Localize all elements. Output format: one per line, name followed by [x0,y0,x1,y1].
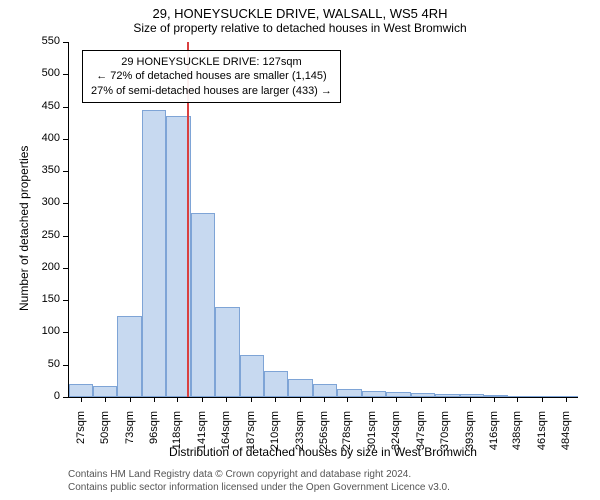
annotation-line2: ← 72% of detached houses are smaller (1,… [91,69,332,83]
x-tick [566,397,567,402]
x-tick [251,397,252,402]
y-tick [63,107,68,108]
y-tick-label: 150 [30,293,60,305]
x-tick [542,397,543,402]
y-tick-label: 250 [30,229,60,241]
attribution-line1: Contains HM Land Registry data © Crown c… [68,468,450,481]
y-tick [63,203,68,204]
x-tick [81,397,82,402]
histogram-bar [264,371,288,397]
x-tick [517,397,518,402]
y-tick [63,42,68,43]
y-tick [63,397,68,398]
y-tick-label: 50 [30,358,60,370]
y-tick [63,332,68,333]
histogram-bar [191,213,215,397]
x-axis-line [68,397,578,398]
histogram-bar [117,316,141,397]
y-tick-label: 550 [30,35,60,47]
x-tick [177,397,178,402]
attribution: Contains HM Land Registry data © Crown c… [68,468,450,494]
histogram-bar [288,379,312,397]
histogram-bar [337,389,361,397]
y-tick-label: 0 [30,390,60,402]
annotation-line3: 27% of semi-detached houses are larger (… [91,84,332,98]
histogram-bar [69,384,93,397]
histogram-bar [215,307,239,397]
chart-container: 29, HONEYSUCKLE DRIVE, WALSALL, WS5 4RH … [0,0,600,500]
y-tick-label: 400 [30,132,60,144]
y-axis-line [68,42,69,397]
annotation-box: 29 HONEYSUCKLE DRIVE: 127sqm ← 72% of de… [82,50,341,103]
y-axis-label: Number of detached properties [17,131,31,311]
annotation-line1: 29 HONEYSUCKLE DRIVE: 127sqm [91,55,332,69]
x-tick [324,397,325,402]
y-tick [63,300,68,301]
y-tick [63,139,68,140]
x-tick [470,397,471,402]
x-tick [226,397,227,402]
y-tick-label: 200 [30,261,60,273]
x-tick [105,397,106,402]
y-tick [63,268,68,269]
x-tick [494,397,495,402]
chart-title: 29, HONEYSUCKLE DRIVE, WALSALL, WS5 4RH [0,0,600,21]
x-tick [275,397,276,402]
y-tick-label: 300 [30,196,60,208]
y-tick-label: 350 [30,164,60,176]
y-tick [63,236,68,237]
chart-subtitle: Size of property relative to detached ho… [0,21,600,39]
x-tick [421,397,422,402]
x-tick [154,397,155,402]
histogram-bar [93,386,117,397]
y-tick [63,74,68,75]
x-tick [202,397,203,402]
histogram-bar [142,110,166,397]
x-tick [347,397,348,402]
x-tick [130,397,131,402]
y-tick-label: 100 [30,325,60,337]
x-tick [300,397,301,402]
histogram-bar [240,355,264,397]
x-tick [396,397,397,402]
y-tick-label: 500 [30,67,60,79]
attribution-line2: Contains public sector information licen… [68,481,450,494]
x-tick [445,397,446,402]
x-axis-label: Distribution of detached houses by size … [68,445,578,459]
y-tick [63,365,68,366]
y-tick [63,171,68,172]
y-tick-label: 450 [30,100,60,112]
histogram-bar [313,384,337,397]
x-tick [372,397,373,402]
